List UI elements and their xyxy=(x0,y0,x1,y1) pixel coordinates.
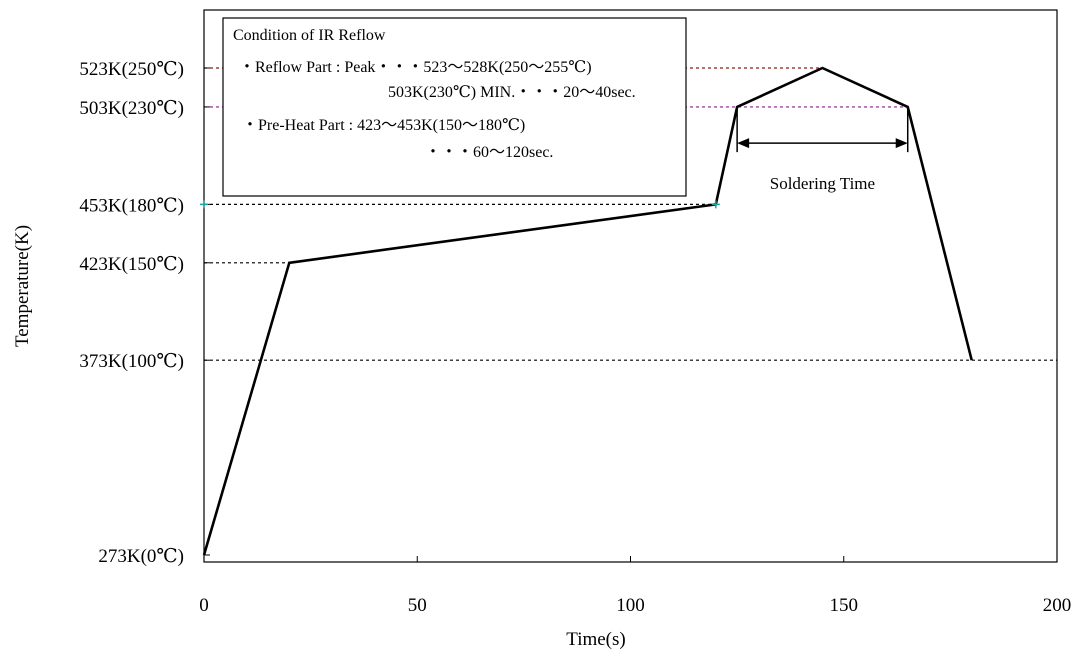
y-tick-label: 523K(250℃) xyxy=(79,59,184,80)
marker-layer xyxy=(200,200,720,209)
soldering-time-annotation: Soldering Time xyxy=(736,106,909,193)
point-marker xyxy=(200,200,208,209)
legend-title: Condition of IR Reflow xyxy=(233,27,386,44)
y-tick-label: 453K(180℃) xyxy=(79,195,184,216)
y-tick-label: 423K(150℃) xyxy=(79,254,184,275)
x-axis-label: Time(s) xyxy=(566,629,625,650)
y-tick-label: 273K(0℃) xyxy=(98,546,184,567)
soldering-time-arrowhead-right xyxy=(895,138,908,149)
x-tick-label: 100 xyxy=(616,595,645,616)
legend-line-reflow: ・Reflow Part : Peak・・・523～528K(250～255℃) xyxy=(239,59,592,76)
x-tick-label: 200 xyxy=(1043,595,1072,616)
legend-line-reflow-min: 503K(230℃) MIN.・・・20～40sec. xyxy=(388,84,636,101)
y-tick-label: 373K(100℃) xyxy=(79,351,184,372)
x-tick-label: 50 xyxy=(408,595,427,616)
x-tick-label: 150 xyxy=(830,595,859,616)
point-marker xyxy=(711,200,720,209)
y-axis-label: Temperature(K) xyxy=(12,225,33,347)
x-axis-ticks: 0 50 100 150 200 xyxy=(199,556,1071,616)
legend-frame xyxy=(222,17,687,197)
soldering-time-arrowhead-left xyxy=(737,138,750,149)
condition-legend-box: Condition of IR Reflow ・Reflow Part : Pe… xyxy=(222,17,687,197)
legend-line-preheat: ・Pre-Heat Part : 423～453K(150～180℃) xyxy=(242,117,525,134)
legend-line-preheat-time: ・・・60～120sec. xyxy=(425,144,553,161)
y-axis-ticks: 273K(0℃) 373K(100℃) 423K(150℃) 453K(180℃) 50… xyxy=(79,59,210,567)
y-tick-label: 503K(230℃) xyxy=(79,98,184,119)
soldering-time-label: Soldering Time xyxy=(770,174,875,193)
x-tick-label: 0 xyxy=(199,595,209,616)
